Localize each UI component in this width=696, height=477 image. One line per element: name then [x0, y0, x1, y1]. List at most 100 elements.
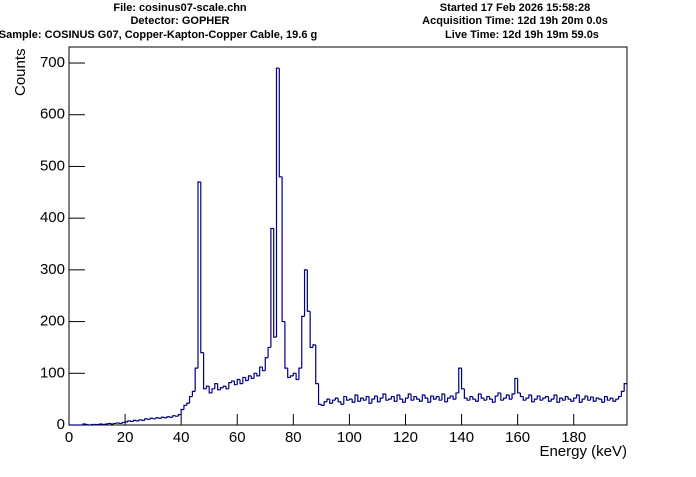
histogram-bin: [334, 397, 339, 401]
x-tick-label: 140: [449, 429, 474, 446]
histogram-bin: [88, 424, 92, 426]
histogram-bin: [116, 422, 120, 424]
histogram-bin: [303, 269, 308, 317]
histogram-bin: [553, 394, 557, 400]
histogram-bin: [102, 423, 106, 426]
histogram-bin: [177, 414, 182, 417]
histogram-bin: [270, 227, 274, 348]
histogram-bin: [180, 408, 184, 415]
histogram-bin: [561, 398, 566, 401]
histogram-bin: [390, 395, 395, 400]
histogram-bin: [410, 393, 414, 401]
histogram-bin: [320, 404, 325, 406]
histogram-bin: [536, 395, 541, 400]
histogram-bin: [514, 377, 518, 394]
histogram-bin: [491, 399, 496, 403]
histogram-bin: [166, 416, 170, 418]
histogram-bin: [494, 395, 499, 403]
histogram-bin: [564, 395, 569, 401]
histogram-bin: [149, 417, 154, 420]
histogram-bin: [247, 375, 252, 381]
y-tick-label: 700: [40, 54, 65, 71]
histogram-bin: [194, 367, 198, 392]
x-tick-label: 0: [65, 429, 73, 446]
histogram-bin: [519, 392, 524, 398]
histogram-bin: [601, 399, 605, 403]
histogram-bin: [463, 388, 468, 399]
histogram-bin: [533, 398, 538, 402]
histogram-bin: [550, 398, 555, 402]
histogram-bin: [155, 417, 159, 419]
histogram-bin: [326, 398, 330, 402]
histogram-bin: [595, 397, 599, 402]
histogram-bin: [435, 395, 440, 400]
histogram-bin: [587, 396, 591, 401]
histogram-bin: [472, 396, 476, 400]
x-tick-label: 80: [285, 429, 302, 446]
histogram-bin: [301, 315, 305, 369]
histogram-bin: [264, 357, 269, 371]
histogram-bin: [620, 390, 625, 397]
histogram-bin: [351, 399, 356, 403]
histogram-bin: [309, 311, 313, 349]
histogram-bin: [489, 396, 493, 400]
histogram-bin: [441, 393, 445, 401]
histogram-bin: [163, 417, 168, 419]
histogram-bin: [592, 397, 597, 402]
histogram-bin: [458, 367, 462, 393]
histogram-bin: [295, 373, 299, 381]
header-started: Started 17 Feb 2026 15:58:28: [440, 2, 590, 14]
histogram-bin: [202, 352, 207, 390]
x-axis-title: Energy (keV): [539, 443, 627, 460]
histogram-bin: [261, 367, 266, 372]
histogram-bin: [432, 396, 437, 400]
histogram-bin: [525, 397, 529, 401]
histogram-bin: [522, 396, 527, 401]
histogram-bin: [556, 395, 560, 403]
histogram-bin: [211, 388, 215, 393]
histogram-bin: [104, 423, 109, 425]
histogram-bin: [497, 392, 501, 397]
histogram-bin: [477, 393, 482, 402]
histogram-bin: [82, 423, 86, 425]
histogram-bin: [455, 392, 459, 400]
y-tick-label: 600: [40, 106, 65, 123]
histogram-bin: [160, 416, 165, 419]
histogram-bin: [233, 381, 238, 386]
histogram-bin: [573, 397, 577, 402]
histogram-bin: [113, 422, 117, 425]
histogram-bin: [217, 383, 221, 391]
x-tick-label: 60: [229, 429, 246, 446]
histogram-bin: [402, 399, 406, 403]
histogram-bin: [219, 387, 224, 390]
histogram-bin: [474, 399, 479, 402]
histogram-bin: [118, 422, 123, 425]
histogram-bin: [438, 396, 442, 401]
histogram-bin: [404, 397, 409, 403]
histogram-bin: [466, 398, 470, 401]
histogram-bin: [174, 415, 179, 417]
histogram-bin: [575, 394, 580, 399]
histogram-bin: [132, 419, 137, 422]
histogram-bin: [424, 395, 428, 399]
histogram-bin: [186, 402, 190, 406]
histogram-bin: [214, 383, 218, 389]
histogram-bin: [430, 395, 434, 403]
histogram-bin: [169, 416, 173, 418]
histogram-bin: [231, 380, 235, 383]
histogram-bin: [144, 418, 148, 421]
histogram-bin: [399, 395, 403, 400]
histogram-bin: [371, 398, 375, 404]
histogram-bin: [284, 321, 288, 369]
header-live-time: Live Time: 12d 19h 19m 59.0s: [445, 29, 599, 41]
histogram-bin: [517, 378, 521, 394]
histogram-bin: [278, 68, 283, 178]
histogram-bin: [421, 394, 426, 402]
histogram-bin: [281, 176, 285, 323]
y-tick-label: 300: [40, 261, 65, 278]
histogram-bin: [357, 395, 361, 402]
histogram-bin: [452, 396, 456, 400]
histogram-bin: [245, 377, 249, 382]
histogram-bin: [598, 398, 602, 400]
histogram-bin: [449, 395, 454, 399]
